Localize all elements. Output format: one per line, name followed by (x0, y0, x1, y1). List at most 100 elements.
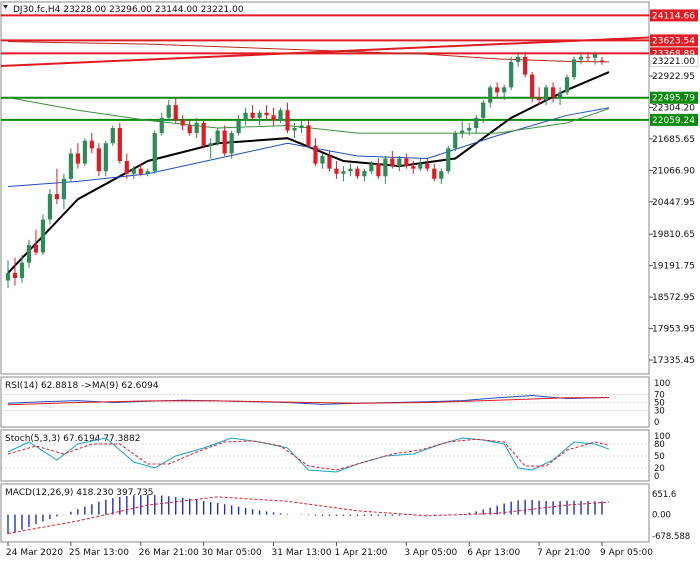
bull-candle (243, 112, 248, 121)
ma_slow-line (7, 97, 610, 134)
bull-candle (397, 158, 402, 167)
price-tick-label: 22922.95 (652, 72, 695, 82)
bull-candle (152, 133, 157, 172)
bull-candle (82, 140, 87, 164)
series-line (7, 397, 610, 406)
bear-candle (96, 148, 101, 172)
support-level-label: 22059.24 (652, 116, 695, 126)
osc-tick-label: 100 (654, 432, 670, 442)
bull-candle (145, 171, 150, 174)
bull-candle (362, 171, 367, 177)
bear-candle (264, 112, 269, 116)
bull-candle (474, 117, 479, 128)
bull-candle (341, 171, 346, 174)
bull-candle (194, 122, 199, 134)
bear-candle (313, 145, 318, 164)
macd-tick-label: 0.00 (652, 511, 671, 521)
osc-tick-label: 50 (654, 452, 665, 462)
bull-candle (543, 87, 549, 101)
bull-candle (131, 168, 136, 174)
bull-candle (159, 117, 164, 134)
support-level-badge (650, 91, 698, 104)
time-tick-label: 26 Mar 21:00 (139, 548, 199, 558)
bear-candle (54, 194, 60, 200)
price-tick-label: 17953.95 (652, 325, 695, 335)
bull-candle (578, 56, 584, 60)
bull-candle (166, 105, 171, 118)
chart-menu-arrow-icon[interactable] (3, 5, 8, 9)
time-tick-label: 9 Apr 05:00 (600, 548, 653, 558)
bull-candle (40, 219, 46, 253)
time-tick-label: 31 Mar 13:00 (272, 548, 332, 558)
time-tick-label: 30 Mar 05:00 (202, 548, 262, 558)
bull-candle (446, 148, 451, 172)
bear-candle (530, 74, 535, 98)
bull-candle (502, 87, 507, 93)
bull-candle (19, 262, 25, 278)
bear-candle (355, 168, 360, 177)
price-panel: DJ30.fc,H4 23228.00 23296.00 23144.00 23… (0, 1, 699, 375)
osc-tick-label: 50 (654, 399, 665, 409)
resistance-level-badge (650, 34, 698, 47)
bull-candle (299, 125, 304, 128)
bear-candle (12, 272, 18, 278)
current-price-badge (649, 54, 699, 68)
time-tick-label: 24 Mar 2020 (6, 548, 63, 558)
bull-candle (564, 77, 570, 93)
macd-tick-label: -678.588 (652, 532, 690, 542)
bear-candle (523, 56, 528, 75)
bull-candle (208, 143, 213, 146)
bull-candle (320, 155, 325, 164)
bull-candle (383, 158, 388, 177)
bull-candle (61, 178, 67, 200)
bear-candle (124, 161, 129, 174)
time-tick-label: 3 Apr 05:00 (404, 548, 457, 558)
bull-candle (557, 92, 563, 98)
bear-candle (117, 128, 122, 162)
bull-candle (68, 153, 73, 179)
time-tick-label: 1 Apr 21:00 (334, 548, 387, 558)
bear-candle (376, 163, 381, 177)
bear-candle (271, 115, 276, 121)
macd-panel: MACD(12,26,9) 418.230 397.735 651.6 0.00 -… (0, 483, 690, 543)
bull-candle (467, 128, 472, 131)
bear-candle (138, 168, 143, 174)
bull-candle (571, 59, 577, 78)
bear-candle (250, 112, 255, 118)
bear-candle (390, 158, 395, 167)
bear-candle (585, 56, 591, 58)
bull-candle (215, 130, 220, 144)
series-line (7, 438, 610, 471)
osc-tick-label: 0 (654, 472, 659, 482)
time-tick-label: 7 Apr 21:00 (537, 548, 590, 558)
bull-candle (418, 163, 423, 169)
bull-candle (460, 130, 465, 134)
osc-tick-label: 70 (654, 391, 665, 401)
bull-candle (103, 143, 108, 172)
bull-candle (26, 244, 32, 263)
bear-candle (285, 110, 290, 131)
bear-candle (425, 163, 430, 169)
bear-candle (550, 87, 556, 98)
ma_long-line (7, 41, 610, 63)
trendline (0, 36, 650, 67)
bear-candle (201, 122, 206, 146)
time-tick-label: 25 Mar 13:00 (69, 548, 129, 558)
bear-candle (537, 97, 542, 101)
bull-candle (592, 54, 598, 58)
bear-candle (173, 105, 178, 121)
bear-candle (495, 87, 500, 93)
bull-candle (453, 133, 458, 149)
price-tick-label: 19191.75 (652, 262, 695, 272)
bull-candle (481, 102, 486, 118)
bull-candle (47, 194, 53, 220)
bear-candle (404, 158, 409, 167)
series-line (7, 437, 610, 473)
bull-candle (439, 171, 444, 179)
ema_fast-line (7, 71, 610, 274)
osc-tick-label: 0 (654, 418, 659, 428)
rsi-panel: RSI(14) 62.8818 ->MA(9) 62.6094 100 70503… (0, 376, 670, 428)
